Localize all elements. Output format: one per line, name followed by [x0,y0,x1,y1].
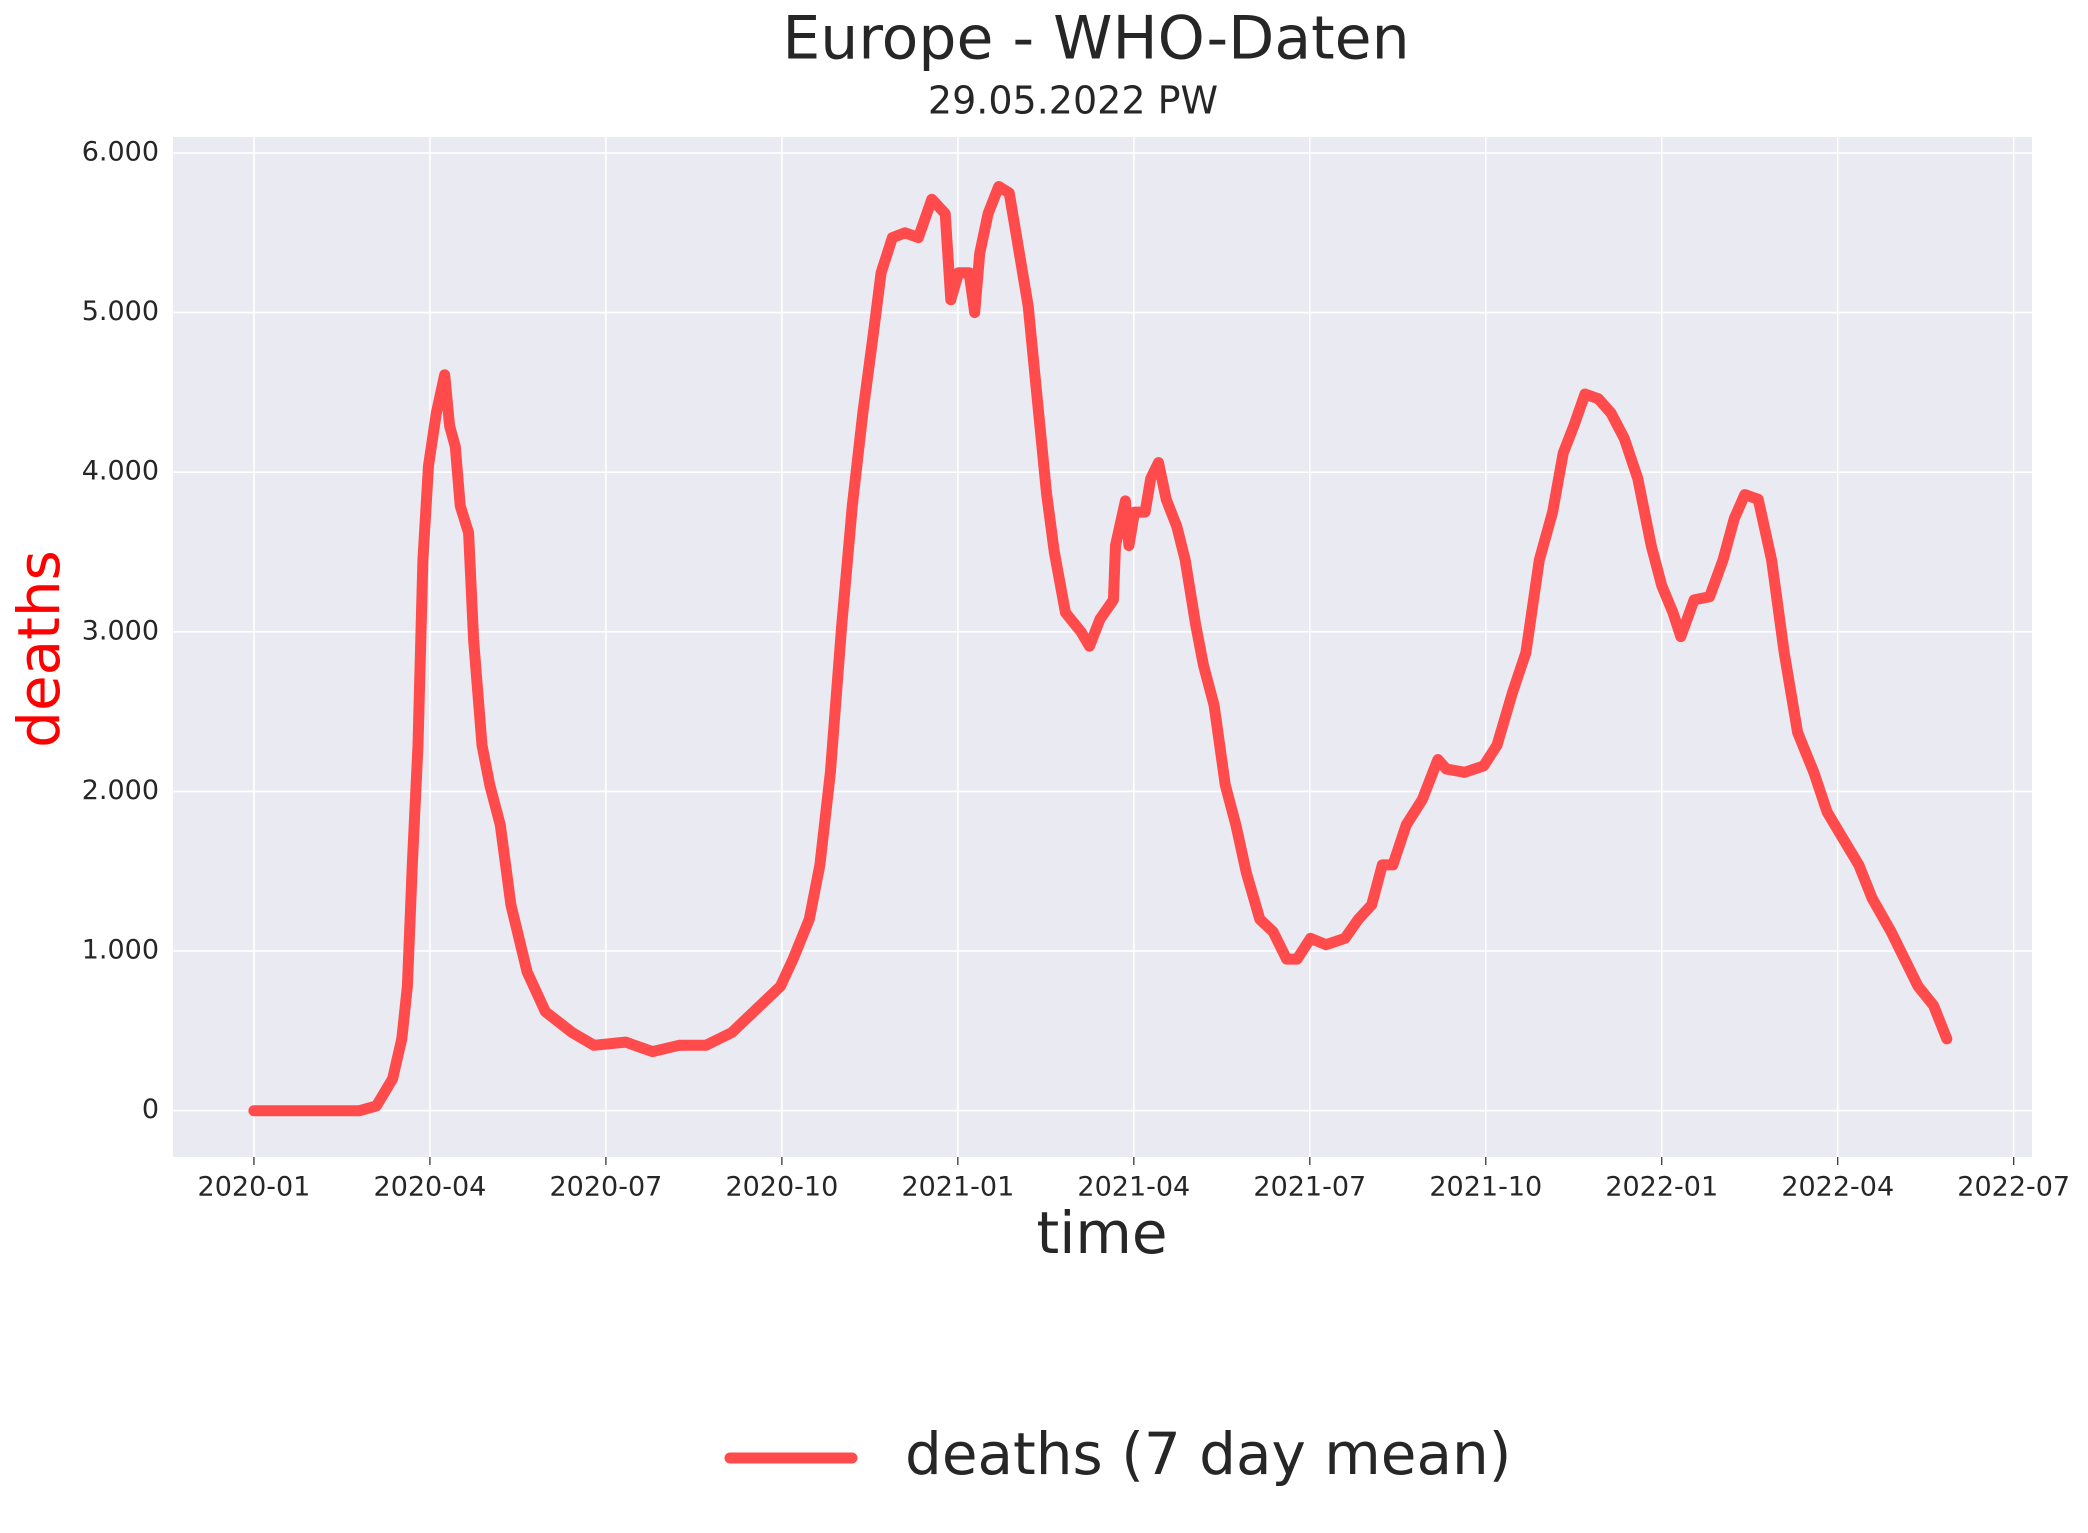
x-tick-label: 2020-01 [198,1172,311,1203]
x-tick-label: 2020-07 [549,1172,662,1203]
y-tick-label: 4.000 [82,456,159,487]
x-axis-label: time [1036,1199,1167,1267]
y-tick-label: 6.000 [82,136,159,167]
y-tick-label: 2.000 [82,775,159,806]
legend-label: deaths (7 day mean) [905,1420,1511,1488]
y-tick-label: 3.000 [82,615,159,646]
x-tick-label: 2021-01 [901,1172,1014,1203]
x-tick-label: 2022-07 [1957,1172,2070,1203]
y-tick-label: 5.000 [82,296,159,327]
plot-background [173,137,2032,1157]
x-tick-label: 2022-04 [1781,1172,1894,1203]
x-tick-label: 2021-04 [1077,1172,1190,1203]
y-tick-label: 0 [142,1094,159,1125]
y-tick-label: 1.000 [82,935,159,966]
chart-title: Europe - WHO-Daten [782,4,1409,74]
data-line [248,181,1953,1117]
chart-subtitle: 29.05.2022 PW [928,79,1218,123]
x-tick-label: 2021-10 [1429,1172,1542,1203]
y-axis-label: deaths [5,550,73,748]
x-tick-label: 2020-04 [374,1172,487,1203]
x-tick-label: 2021-07 [1253,1172,1366,1203]
x-tick-label: 2022-01 [1605,1172,1718,1203]
x-tick-label: 2020-10 [725,1172,838,1203]
